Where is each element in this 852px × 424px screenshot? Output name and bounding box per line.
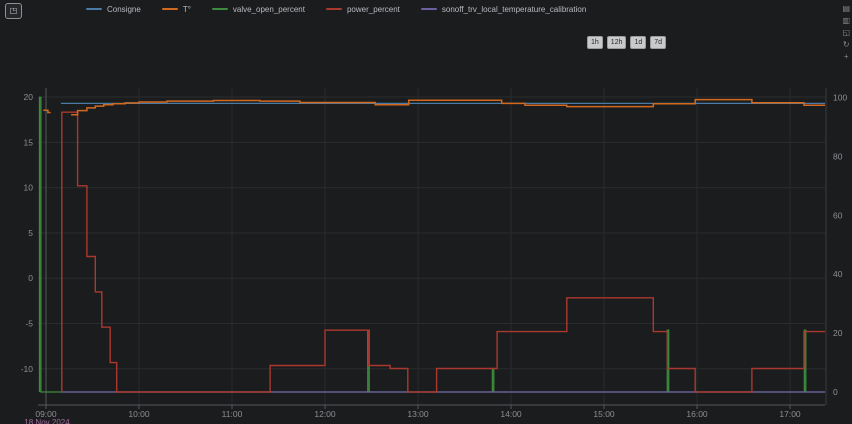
y-right-tick-label: 40: [833, 269, 843, 279]
y-right-tick-label: 80: [833, 151, 843, 161]
y-left-tick-label: -10: [21, 364, 34, 374]
range-button-1d[interactable]: 1d: [630, 36, 647, 49]
series-power-percent: [61, 111, 825, 393]
x-tick-label: 16:00: [686, 409, 708, 419]
legend-label: valve_open_percent: [232, 4, 305, 14]
legend-label: T°: [182, 4, 191, 14]
y-right-tick-label: 20: [833, 328, 843, 338]
y-right-tick-label: 0: [833, 387, 838, 397]
restore-icon[interactable]: ↻: [842, 40, 850, 49]
y-right-tick-label: 100: [833, 92, 847, 102]
x-tick-label: 10:00: [128, 409, 150, 419]
series-t-: [71, 98, 825, 116]
panel-handle-button[interactable]: ◳: [5, 3, 22, 19]
range-button-12h[interactable]: 12h: [606, 36, 627, 49]
save-image-icon[interactable]: +: [843, 52, 849, 61]
legend-item-t-[interactable]: T°: [161, 4, 191, 14]
legend-item-sonoff-trv-local-temperature-calibration[interactable]: sonoff_trv_local_temperature_calibration: [420, 4, 587, 14]
y-left-tick-label: 10: [24, 183, 34, 193]
series-t-early-reading-: [43, 109, 51, 114]
x-tick-label: 15:00: [593, 409, 615, 419]
y-left-tick-label: 0: [28, 273, 33, 283]
legend-line-marker: [161, 8, 178, 10]
x-tick-label: 13:00: [407, 409, 429, 419]
chart-toolbar: ▤ ▥ ◱ ↻ +: [842, 4, 850, 61]
chart-type-icon[interactable]: ▥: [842, 16, 850, 25]
legend-line-marker: [325, 8, 342, 10]
legend-label: power_percent: [346, 4, 400, 14]
range-button-7d[interactable]: 7d: [650, 36, 667, 49]
legend-label: Consigne: [107, 4, 141, 14]
panel-handle-icon: ◳: [9, 6, 18, 15]
y-left-tick-label: 15: [24, 137, 34, 147]
data-view-icon[interactable]: ▤: [842, 4, 850, 13]
zoom-select-icon[interactable]: ◱: [842, 28, 850, 37]
y-left-tick-label: 20: [24, 92, 34, 102]
y-left-tick-label: -5: [25, 318, 33, 328]
y-left-tick-label: 5: [28, 228, 33, 238]
series-valve-open-percent: [38, 96, 825, 393]
legend-line-marker: [420, 8, 437, 10]
range-buttons: 1h 12h 1d 7d: [587, 36, 667, 49]
x-tick-label: 09:00: [35, 409, 57, 419]
legend: Consigne T° valve_open_percent power_percen…: [86, 3, 586, 15]
y-right-tick-label: 60: [833, 210, 843, 220]
legend-item-consigne[interactable]: Consigne: [86, 5, 141, 14]
legend-line-marker: [211, 8, 228, 10]
legend-item-power-percent[interactable]: power_percent: [325, 4, 400, 14]
legend-label: sonoff_trv_local_temperature_calibration: [441, 4, 587, 14]
legend-item-valve-open-percent[interactable]: valve_open_percent: [211, 4, 305, 14]
x-tick-label: 12:00: [314, 409, 336, 419]
range-button-1h[interactable]: 1h: [587, 36, 603, 49]
legend-line-marker: [86, 8, 102, 10]
x-tick-label: 14:00: [500, 409, 522, 419]
x-tick-label: 11:00: [222, 409, 243, 419]
x-tick-label: 17:00: [779, 409, 801, 419]
x-axis-date-label: 18 Nov 2024: [24, 418, 70, 424]
